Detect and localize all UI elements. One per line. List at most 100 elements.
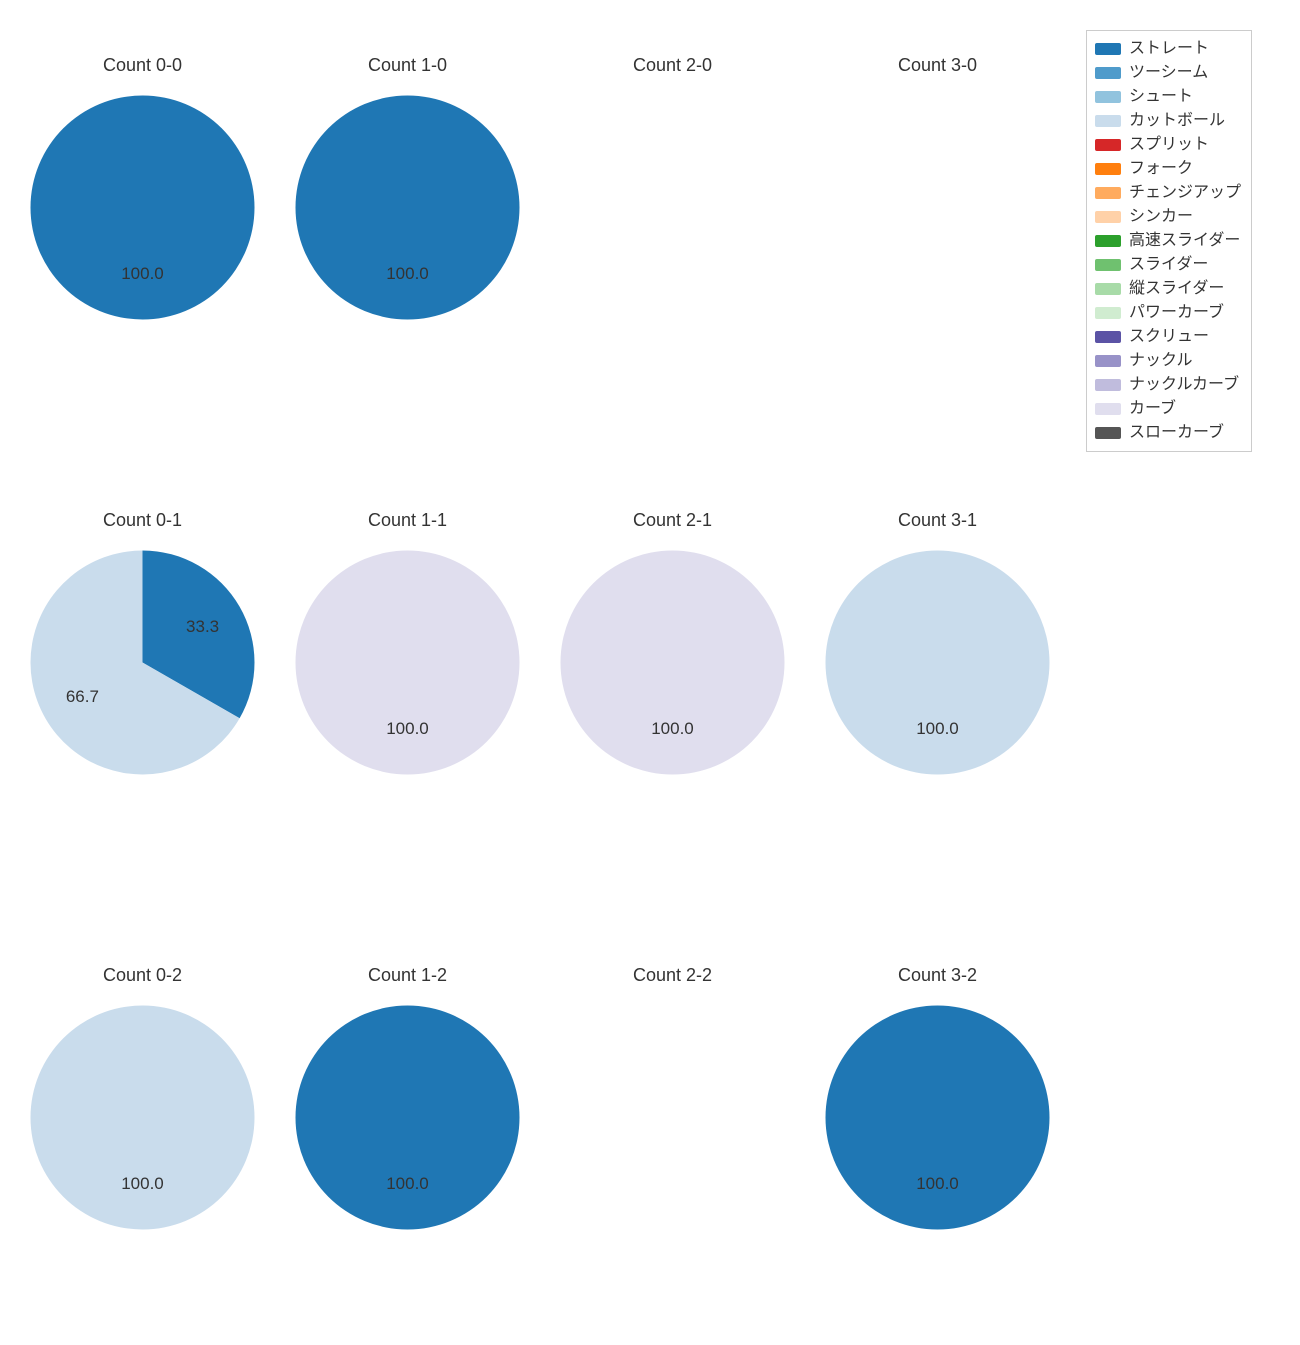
legend-swatch	[1095, 235, 1121, 247]
legend-item-cut_ball: カットボール	[1095, 109, 1241, 133]
chart-cell: Count 2-0	[560, 55, 785, 435]
legend-label: ナックルカーブ	[1129, 373, 1239, 397]
legend-label: スクリュー	[1129, 325, 1209, 349]
legend-item-shoot: シュート	[1095, 85, 1241, 109]
legend-swatch	[1095, 427, 1121, 439]
legend-label: ストレート	[1129, 37, 1209, 61]
chart-title: Count 3-0	[825, 55, 1050, 76]
legend-label: スライダー	[1129, 253, 1208, 277]
pie-wrap	[560, 95, 785, 320]
legend-swatch	[1095, 403, 1121, 415]
chart-title: Count 3-2	[825, 965, 1050, 986]
pie-slice-cut_ball	[31, 1006, 255, 1230]
pie-wrap: 100.0	[825, 550, 1050, 775]
legend-swatch	[1095, 307, 1121, 319]
legend-swatch	[1095, 115, 1121, 127]
pie-slice-label: 100.0	[916, 1174, 959, 1193]
chart-title: Count 2-0	[560, 55, 785, 76]
legend-item-two_seam: ツーシーム	[1095, 61, 1241, 85]
chart-cell: Count 1-2 100.0	[295, 965, 520, 1345]
legend-label: カットボール	[1129, 109, 1225, 133]
pitch-type-legend: ストレートツーシームシュートカットボールスプリットフォークチェンジアップシンカー…	[1086, 30, 1252, 452]
legend-swatch	[1095, 355, 1121, 367]
legend-swatch	[1095, 91, 1121, 103]
legend-item-fast_slider: 高速スライダー	[1095, 229, 1241, 253]
pitch-count-pie-grid: Count 0-0 100.0 Count 1-0 100.0 Count 2-0 Cou…	[0, 0, 1300, 1300]
pie-chart: 100.0	[825, 550, 1050, 775]
chart-title: Count 0-0	[30, 55, 255, 76]
legend-label: パワーカーブ	[1129, 301, 1224, 325]
chart-cell: Count 3-0	[825, 55, 1050, 435]
pie-wrap: 100.0	[30, 1005, 255, 1230]
legend-item-knuckle_curve: ナックルカーブ	[1095, 373, 1241, 397]
legend-label: 高速スライダー	[1129, 229, 1240, 253]
legend-label: 縦スライダー	[1129, 277, 1224, 301]
pie-wrap: 100.0	[30, 95, 255, 320]
legend-item-changeup: チェンジアップ	[1095, 181, 1241, 205]
pie-chart: 100.0	[560, 550, 785, 775]
pie-slice-label: 100.0	[651, 719, 694, 738]
pie-slice-straight	[296, 1006, 520, 1230]
pie-slice-label: 100.0	[386, 1174, 429, 1193]
legend-label: シュート	[1129, 85, 1193, 109]
pie-chart	[560, 95, 785, 320]
pie-wrap: 100.0	[825, 1005, 1050, 1230]
chart-cell: Count 1-0 100.0	[295, 55, 520, 435]
pie-wrap: 100.0	[560, 550, 785, 775]
legend-swatch	[1095, 211, 1121, 223]
chart-title: Count 1-2	[295, 965, 520, 986]
pie-wrap	[825, 95, 1050, 320]
legend-swatch	[1095, 187, 1121, 199]
legend-swatch	[1095, 67, 1121, 79]
legend-item-v_slider: 縦スライダー	[1095, 277, 1241, 301]
pie-chart: 100.0	[295, 95, 520, 320]
pie-slice-label: 100.0	[121, 264, 164, 283]
chart-cell: Count 2-1100.0	[560, 510, 785, 890]
chart-title: Count 0-1	[30, 510, 255, 531]
legend-swatch	[1095, 43, 1121, 55]
legend-item-curve: カーブ	[1095, 397, 1241, 421]
chart-cell: Count 2-2	[560, 965, 785, 1345]
pie-wrap	[560, 1005, 785, 1230]
pie-chart: 100.0	[295, 1005, 520, 1230]
legend-label: ナックル	[1129, 349, 1193, 373]
legend-item-knuckle: ナックル	[1095, 349, 1241, 373]
chart-title: Count 1-0	[295, 55, 520, 76]
legend-label: チェンジアップ	[1129, 181, 1241, 205]
legend-label: フォーク	[1129, 157, 1193, 181]
pie-slice-cut_ball	[826, 551, 1050, 775]
pie-slice-straight	[31, 96, 255, 320]
legend-label: スローカーブ	[1129, 421, 1224, 445]
chart-title: Count 3-1	[825, 510, 1050, 531]
pie-slice-label: 100.0	[386, 264, 429, 283]
legend-label: シンカー	[1129, 205, 1193, 229]
chart-cell: Count 0-2100.0	[30, 965, 255, 1345]
pie-wrap: 33.366.7	[30, 550, 255, 775]
pie-slice-label: 100.0	[121, 1174, 164, 1193]
legend-swatch	[1095, 331, 1121, 343]
legend-swatch	[1095, 139, 1121, 151]
pie-slice-label: 66.7	[66, 687, 99, 706]
pie-chart: 100.0	[30, 95, 255, 320]
legend-item-split: スプリット	[1095, 133, 1241, 157]
pie-slice-label: 100.0	[916, 719, 959, 738]
pie-slice-straight	[296, 96, 520, 320]
legend-swatch	[1095, 379, 1121, 391]
chart-title: Count 1-1	[295, 510, 520, 531]
pie-chart	[560, 1005, 785, 1230]
legend-item-screw: スクリュー	[1095, 325, 1241, 349]
pie-chart: 100.0	[295, 550, 520, 775]
chart-cell: Count 3-1 100.0	[825, 510, 1050, 890]
chart-cell: Count 1-1 100.0	[295, 510, 520, 890]
chart-title: Count 2-2	[560, 965, 785, 986]
legend-item-straight: ストレート	[1095, 37, 1241, 61]
legend-swatch	[1095, 259, 1121, 271]
pie-slice-straight	[826, 1006, 1050, 1230]
pie-wrap: 100.0	[295, 95, 520, 320]
legend-item-slider: スライダー	[1095, 253, 1241, 277]
legend-label: カーブ	[1129, 397, 1176, 421]
chart-cell: Count 3-2 100.0	[825, 965, 1050, 1345]
legend-swatch	[1095, 163, 1121, 175]
pie-slice-curve	[296, 551, 520, 775]
pie-chart	[825, 95, 1050, 320]
